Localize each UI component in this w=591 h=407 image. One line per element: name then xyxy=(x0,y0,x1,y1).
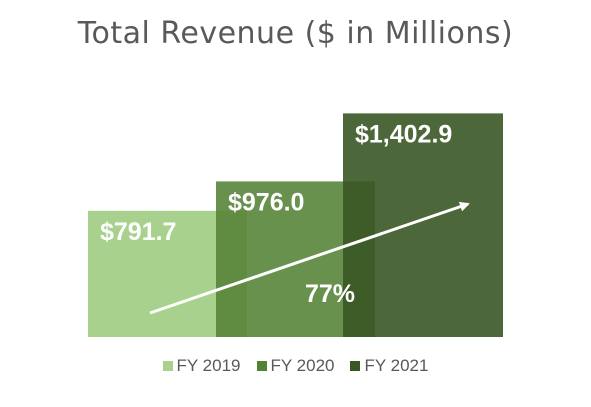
data-label-fy2021: $1,402.9 xyxy=(355,120,452,148)
chart-title: Total Revenue ($ in Millions) xyxy=(77,16,514,51)
bar-fy2021 xyxy=(343,113,503,337)
legend-item-fy2021: FY 2021 xyxy=(350,356,428,376)
growth-annotation: 77% xyxy=(305,280,355,308)
trend-arrow xyxy=(149,201,470,315)
legend-label: FY 2021 xyxy=(364,356,429,375)
legend: FY 2019 FY 2020 FY 2021 xyxy=(0,356,591,376)
legend-item-fy2020: FY 2020 xyxy=(256,356,335,376)
legend-label: FY 2020 xyxy=(270,356,335,375)
legend-item-fy2019: FY 2019 xyxy=(162,356,241,376)
legend-swatch xyxy=(256,361,267,371)
data-label-fy2020: $976.0 xyxy=(228,188,304,216)
data-label-fy2019: $791.7 xyxy=(100,218,176,246)
legend-swatch xyxy=(350,361,361,371)
legend-swatch xyxy=(162,361,173,371)
legend-label: FY 2019 xyxy=(176,356,241,375)
